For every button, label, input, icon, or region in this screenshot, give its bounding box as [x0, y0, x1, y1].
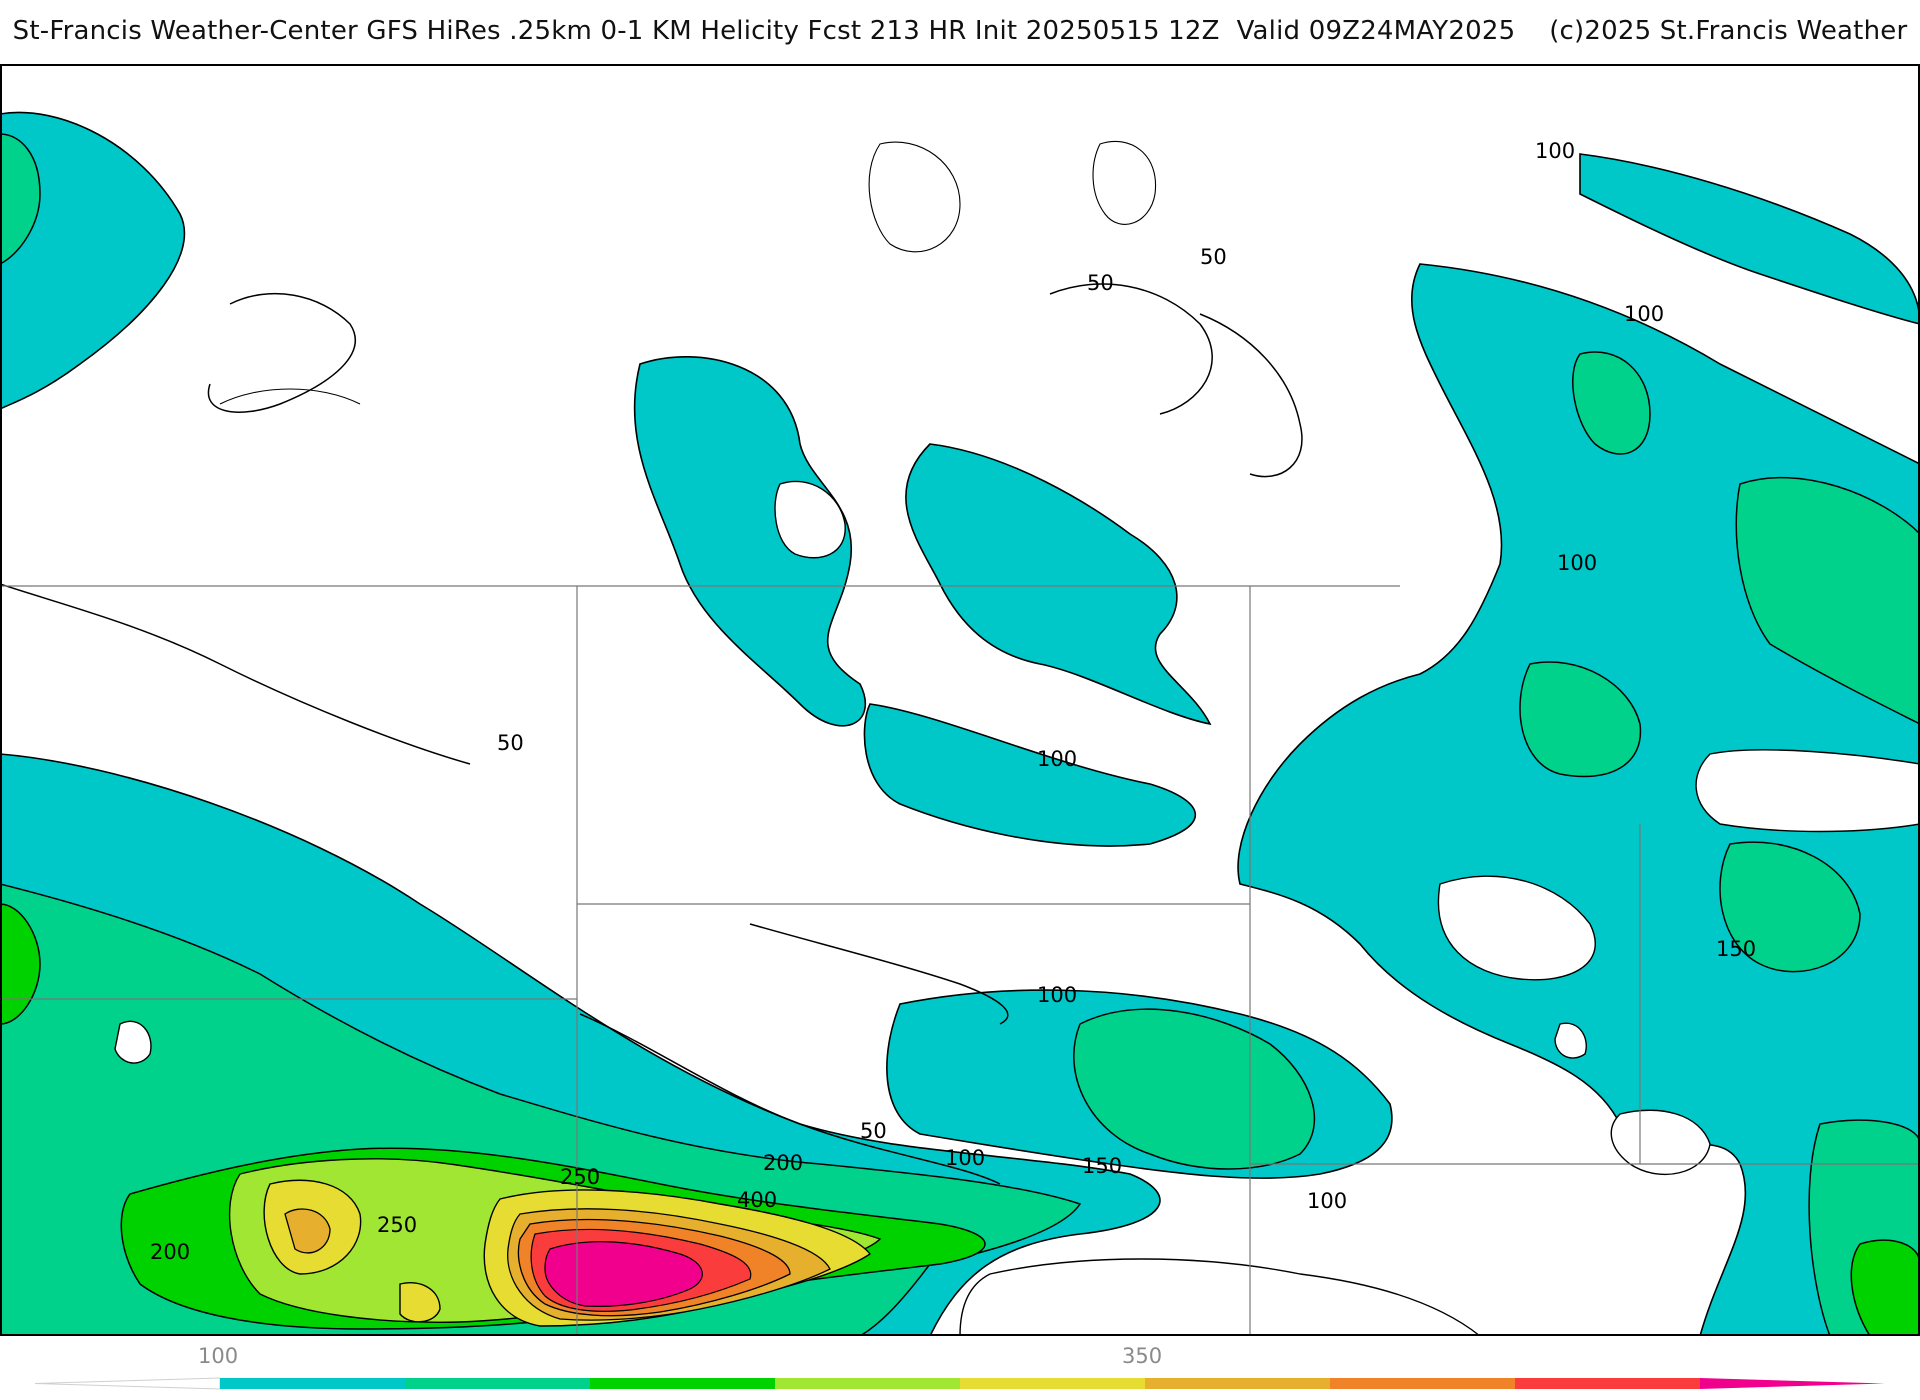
contour-label: 200: [150, 1240, 190, 1264]
white-hole-lower-south: [959, 1258, 1482, 1336]
legend-swatch: [1515, 1378, 1700, 1389]
green-region-east-large: [1735, 476, 1920, 725]
legend-swatch: [590, 1378, 775, 1389]
map-border: [0, 64, 1920, 1336]
green-region-east-south: [1719, 841, 1861, 973]
color-legend: [0, 1336, 1920, 1400]
magenta-core: [544, 1241, 703, 1307]
region-borders: [0, 585, 1920, 1336]
yellow-region-small: [399, 1282, 441, 1323]
contour-50-central: [749, 923, 1009, 1025]
contour-label: 100: [1037, 747, 1077, 771]
legend-swatch: [220, 1378, 405, 1389]
cyan-region-central-band: [863, 703, 1197, 847]
legend-swatch: [960, 1378, 1145, 1389]
legend-tick-label: 100: [198, 1344, 239, 1368]
legend-swatch: [1330, 1378, 1515, 1389]
contour-label: 100: [1624, 302, 1664, 326]
contour-label: 100: [1307, 1189, 1347, 1213]
contour-label: 50: [497, 731, 524, 755]
legend-swatch: [775, 1378, 960, 1389]
legend-swatch: [1145, 1378, 1330, 1389]
lake-outline-nw: [219, 388, 361, 405]
green-region-ne-small: [1572, 351, 1651, 455]
legend-swatch: [405, 1378, 590, 1389]
white-hole-east-mid: [1437, 875, 1596, 981]
chart-title: St-Francis Weather-Center GFS HiRes .25k…: [12, 16, 1908, 46]
contour-50-northeast: [1049, 283, 1213, 415]
contour-label: 50: [1087, 271, 1114, 295]
green-region-central: [1073, 1008, 1316, 1170]
cyan-region-central-north: [633, 356, 866, 727]
band-500: [544, 1241, 703, 1307]
white-hole-se: [1610, 1109, 1711, 1176]
white-hole-west-small: [114, 1020, 152, 1064]
helicity-map: 100 50 50 100 100 50 100 100 150 50 200 …: [0, 64, 1920, 1336]
gold-region-west: [284, 1208, 331, 1254]
contour-label: 400: [737, 1188, 777, 1212]
lake-outline-north-2: [1092, 140, 1157, 225]
contour-label-group: 100 50 50 100 100 50 100 100 150 50 200 …: [150, 139, 1756, 1264]
chart-header: St-Francis Weather-Center GFS HiRes .25k…: [0, 0, 1920, 62]
contour-label: 250: [377, 1213, 417, 1237]
cyan-region-ne: [1579, 153, 1920, 325]
white-hole-east-small: [1554, 1022, 1587, 1059]
green-strong-region-west-edge: [0, 903, 41, 1025]
legend-arrow-right: [1700, 1378, 1885, 1389]
contour-label: 100: [1535, 139, 1575, 163]
green-region-east-mid: [1519, 661, 1642, 778]
contour-label: 150: [1082, 1154, 1122, 1178]
legend-arrow-left: [34, 1377, 221, 1390]
contour-label: 50: [860, 1119, 887, 1143]
contour-label: 100: [1557, 551, 1597, 575]
contour-50-west: [0, 583, 471, 765]
contour-lines: [0, 283, 1303, 1185]
contour-label: 100: [1037, 983, 1077, 1007]
contour-label: 100: [945, 1146, 985, 1170]
contour-label: 50: [1200, 245, 1227, 269]
contour-label: 200: [763, 1151, 803, 1175]
white-hole-central: [774, 480, 846, 559]
white-hole-east-lake: [1695, 749, 1920, 833]
cyan-region-minnesota: [905, 443, 1212, 726]
white-holes: [114, 480, 1920, 1336]
contour-50-north: [207, 292, 356, 413]
lake-outline-north-1: [868, 141, 961, 253]
contour-50-south: [579, 1013, 1001, 1185]
contour-label: 150: [1716, 937, 1756, 961]
cyan-region-nw: [0, 111, 186, 410]
contour-label: 250: [560, 1165, 600, 1189]
legend-tick-label: 350: [1122, 1344, 1163, 1368]
lake-outlines: [219, 140, 1157, 405]
contour-50-lakes: [1199, 313, 1303, 478]
green-region-nw: [0, 133, 41, 265]
green-strong-region-se: [1850, 1239, 1920, 1336]
